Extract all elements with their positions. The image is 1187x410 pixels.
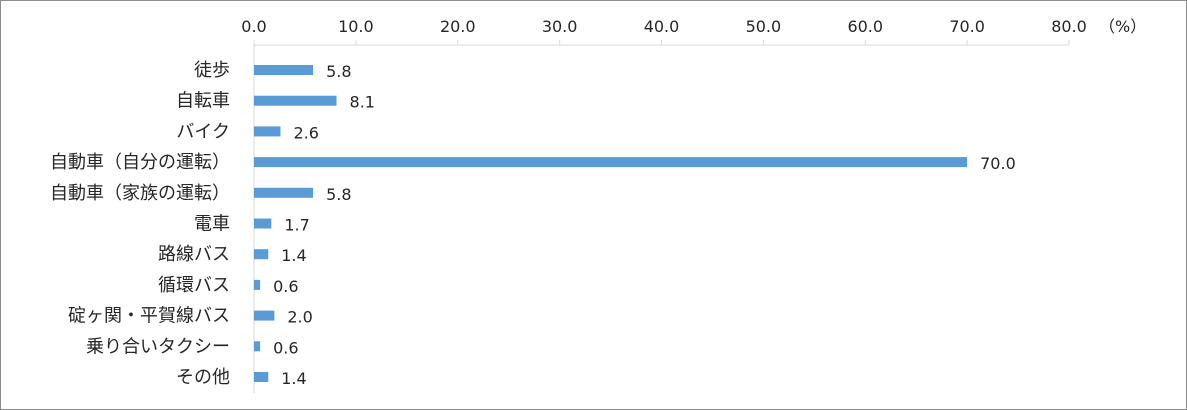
x-tick-label: 40.0 [644, 17, 680, 36]
data-label: 1.7 [284, 216, 309, 235]
bar [254, 279, 261, 290]
data-label: 2.0 [287, 308, 312, 327]
data-label: 5.8 [326, 62, 351, 81]
bar [254, 187, 314, 198]
category-label: 電車 [194, 214, 230, 235]
bar [254, 157, 968, 168]
x-axis-unit-label: （%） [1099, 17, 1146, 36]
category-label: 自転車 [176, 91, 230, 112]
data-label: 0.6 [273, 277, 298, 296]
bar [254, 95, 337, 106]
data-label: 5.8 [326, 185, 351, 204]
x-tick-label: 20.0 [440, 17, 476, 36]
data-label: 1.4 [281, 369, 306, 388]
data-label: 2.6 [293, 123, 318, 142]
x-tick-label: 70.0 [949, 17, 985, 36]
category-label: 自動車（家族の運転） [50, 183, 230, 204]
bar [254, 341, 261, 352]
data-label: 1.4 [281, 246, 306, 265]
bar [254, 218, 272, 229]
category-label: 循環バス [158, 275, 230, 296]
x-tick-label: 50.0 [746, 17, 782, 36]
bar [254, 372, 269, 382]
category-label: 路線バス [158, 244, 230, 265]
category-label: 乗り合いタクシー [86, 336, 230, 357]
x-tick-label: 0.0 [241, 17, 266, 36]
axis-layer: 0.0 10.0 20.0 30.0 40.0 50.0 60.0 70.0 80.0 [241, 17, 1087, 393]
category-label: 徒歩 [194, 60, 230, 81]
bar [254, 249, 269, 260]
data-label: 0.6 [273, 338, 298, 357]
x-tick-label: 30.0 [542, 17, 578, 36]
category-label: 碇ヶ関・平賀線バス [68, 306, 230, 327]
x-tick-label: 10.0 [338, 17, 374, 36]
bar [254, 310, 275, 321]
x-tick-label: 80.0 [1051, 17, 1087, 36]
data-label: 8.1 [350, 93, 375, 112]
data-label: 70.0 [980, 154, 1016, 173]
category-label: 自動車（自分の運転） [50, 152, 230, 173]
bar [254, 126, 281, 137]
category-label: バイク [176, 121, 230, 142]
category-label: その他 [176, 367, 230, 388]
bar [254, 65, 314, 75]
labels-layer: 徒歩 5.8 自転車 8.1 バイク 2.6 自動車（自分の運転） 70.0 自動車（家族の運転… [50, 60, 1016, 388]
bars-layer [254, 65, 968, 382]
x-tick-label: 60.0 [847, 17, 883, 36]
